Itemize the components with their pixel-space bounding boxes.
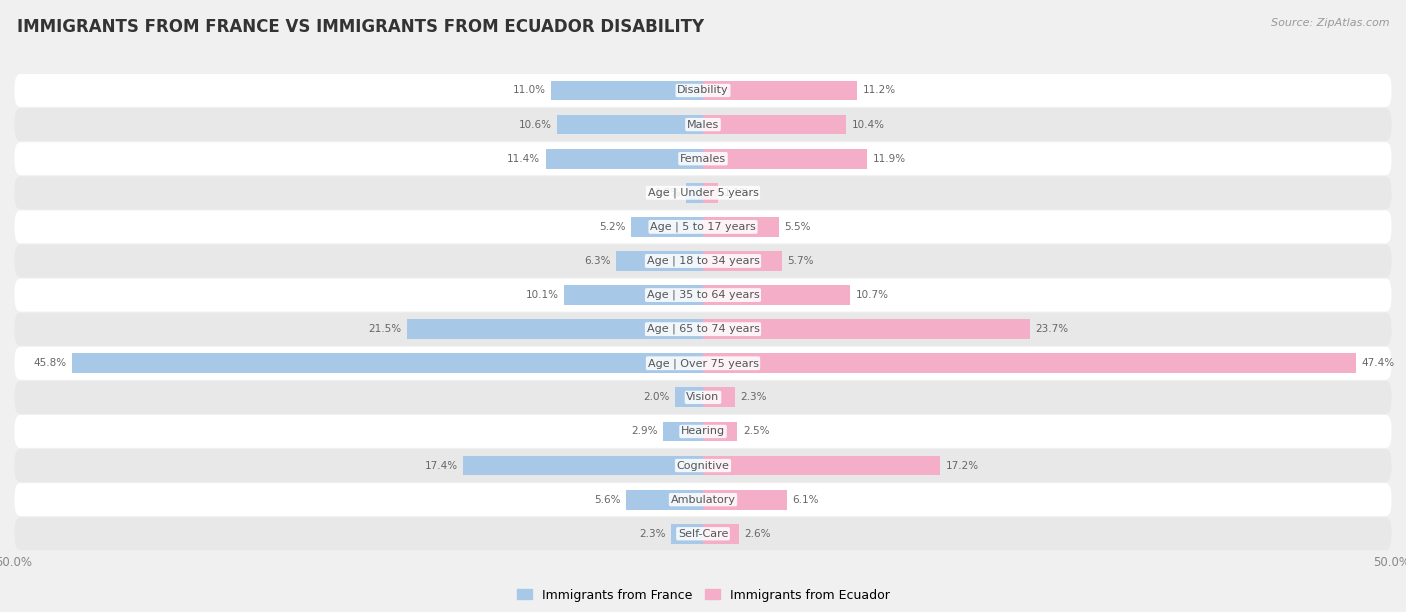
Bar bbox=[671, 524, 703, 543]
Bar bbox=[557, 114, 703, 135]
Text: 10.1%: 10.1% bbox=[526, 290, 558, 300]
FancyBboxPatch shape bbox=[14, 483, 1392, 516]
Legend: Immigrants from France, Immigrants from Ecuador: Immigrants from France, Immigrants from … bbox=[512, 584, 894, 606]
Bar bbox=[703, 114, 846, 135]
Bar bbox=[703, 353, 1357, 373]
Text: 10.4%: 10.4% bbox=[852, 119, 884, 130]
Bar bbox=[703, 183, 718, 203]
Text: Source: ZipAtlas.com: Source: ZipAtlas.com bbox=[1271, 18, 1389, 28]
Text: 5.2%: 5.2% bbox=[599, 222, 626, 232]
Text: Disability: Disability bbox=[678, 86, 728, 95]
Text: 17.4%: 17.4% bbox=[425, 461, 458, 471]
Text: 10.7%: 10.7% bbox=[856, 290, 889, 300]
Bar bbox=[675, 387, 703, 407]
FancyBboxPatch shape bbox=[14, 142, 1392, 175]
Text: 2.6%: 2.6% bbox=[744, 529, 770, 539]
Text: 10.6%: 10.6% bbox=[519, 119, 551, 130]
Text: Age | 18 to 34 years: Age | 18 to 34 years bbox=[647, 256, 759, 266]
FancyBboxPatch shape bbox=[14, 415, 1392, 448]
Text: IMMIGRANTS FROM FRANCE VS IMMIGRANTS FROM ECUADOR DISABILITY: IMMIGRANTS FROM FRANCE VS IMMIGRANTS FRO… bbox=[17, 18, 704, 36]
FancyBboxPatch shape bbox=[14, 313, 1392, 346]
Text: 2.0%: 2.0% bbox=[644, 392, 669, 402]
Text: 5.5%: 5.5% bbox=[785, 222, 811, 232]
FancyBboxPatch shape bbox=[14, 176, 1392, 209]
Bar bbox=[564, 285, 703, 305]
Bar bbox=[616, 251, 703, 271]
Text: 2.3%: 2.3% bbox=[740, 392, 766, 402]
Text: Self-Care: Self-Care bbox=[678, 529, 728, 539]
Text: Males: Males bbox=[688, 119, 718, 130]
Bar bbox=[631, 217, 703, 237]
Text: Age | 35 to 64 years: Age | 35 to 64 years bbox=[647, 290, 759, 300]
FancyBboxPatch shape bbox=[14, 449, 1392, 482]
Text: Females: Females bbox=[681, 154, 725, 163]
Bar bbox=[703, 490, 787, 510]
Text: 11.0%: 11.0% bbox=[513, 86, 546, 95]
Text: 2.5%: 2.5% bbox=[742, 427, 769, 436]
Bar bbox=[703, 251, 782, 271]
Text: 1.1%: 1.1% bbox=[724, 188, 751, 198]
Text: Age | 65 to 74 years: Age | 65 to 74 years bbox=[647, 324, 759, 334]
Text: 2.9%: 2.9% bbox=[631, 427, 658, 436]
Bar bbox=[703, 422, 738, 441]
Text: 21.5%: 21.5% bbox=[368, 324, 401, 334]
Text: 17.2%: 17.2% bbox=[945, 461, 979, 471]
Text: Hearing: Hearing bbox=[681, 427, 725, 436]
Bar bbox=[406, 319, 703, 339]
Bar bbox=[546, 149, 703, 168]
Bar bbox=[703, 524, 738, 543]
Text: 45.8%: 45.8% bbox=[34, 358, 66, 368]
Text: Age | Under 5 years: Age | Under 5 years bbox=[648, 187, 758, 198]
Text: 6.1%: 6.1% bbox=[793, 494, 820, 505]
Bar bbox=[551, 81, 703, 100]
Text: Cognitive: Cognitive bbox=[676, 461, 730, 471]
Bar bbox=[72, 353, 703, 373]
FancyBboxPatch shape bbox=[14, 211, 1392, 244]
Text: Age | 5 to 17 years: Age | 5 to 17 years bbox=[650, 222, 756, 232]
Text: 11.2%: 11.2% bbox=[863, 86, 896, 95]
FancyBboxPatch shape bbox=[14, 381, 1392, 414]
Text: 11.4%: 11.4% bbox=[508, 154, 540, 163]
Bar bbox=[463, 456, 703, 476]
Text: 6.3%: 6.3% bbox=[583, 256, 610, 266]
FancyBboxPatch shape bbox=[14, 278, 1392, 312]
Bar bbox=[703, 387, 735, 407]
Bar bbox=[703, 217, 779, 237]
Bar bbox=[703, 456, 941, 476]
Text: 5.7%: 5.7% bbox=[787, 256, 814, 266]
Bar bbox=[703, 285, 851, 305]
Text: 47.4%: 47.4% bbox=[1361, 358, 1395, 368]
Text: Vision: Vision bbox=[686, 392, 720, 402]
Text: 2.3%: 2.3% bbox=[640, 529, 666, 539]
FancyBboxPatch shape bbox=[14, 347, 1392, 379]
FancyBboxPatch shape bbox=[14, 108, 1392, 141]
Text: 11.9%: 11.9% bbox=[873, 154, 905, 163]
FancyBboxPatch shape bbox=[14, 74, 1392, 107]
Text: Ambulatory: Ambulatory bbox=[671, 494, 735, 505]
Bar bbox=[664, 422, 703, 441]
Text: 5.6%: 5.6% bbox=[593, 494, 620, 505]
Bar bbox=[703, 81, 858, 100]
Text: Age | Over 75 years: Age | Over 75 years bbox=[648, 358, 758, 368]
Bar bbox=[626, 490, 703, 510]
Text: 1.2%: 1.2% bbox=[654, 188, 681, 198]
Text: 23.7%: 23.7% bbox=[1035, 324, 1069, 334]
Bar bbox=[703, 149, 868, 168]
FancyBboxPatch shape bbox=[14, 245, 1392, 277]
Bar bbox=[703, 319, 1029, 339]
Bar bbox=[686, 183, 703, 203]
FancyBboxPatch shape bbox=[14, 517, 1392, 550]
